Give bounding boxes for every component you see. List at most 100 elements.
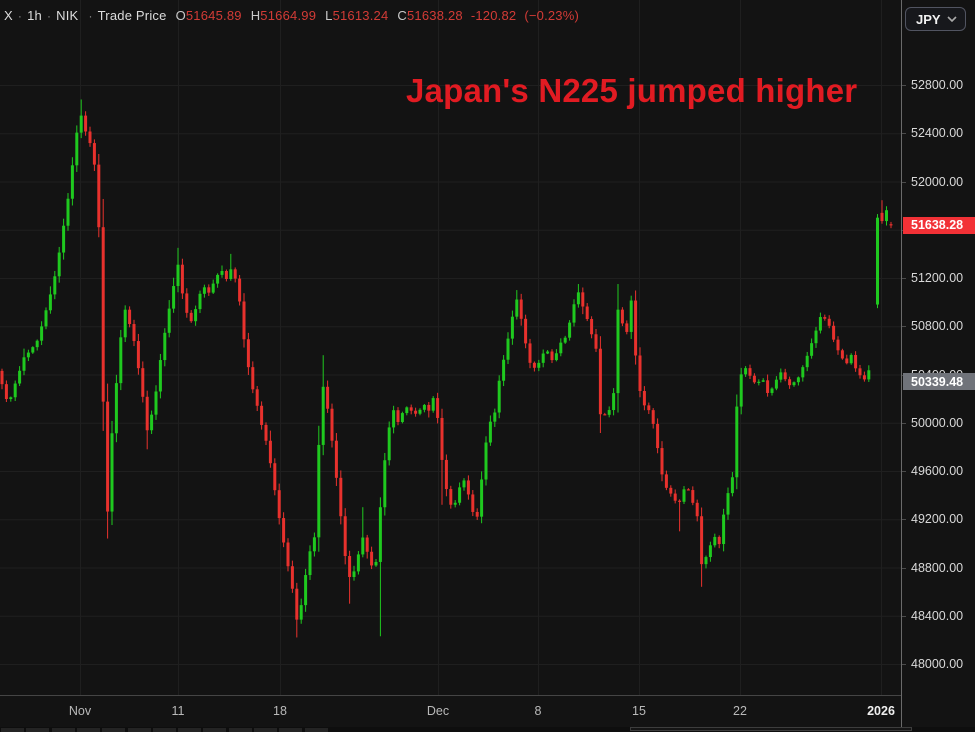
candle-body [370,551,374,566]
candle-body [532,362,536,368]
price-tick-label: 50800.00 [911,319,964,334]
candle-body [796,377,800,383]
candle-body [44,310,48,327]
candle-body [880,212,884,222]
candle-body [246,339,250,368]
candle-body [185,293,189,313]
secondary-price-value: 50339.48 [911,374,964,389]
last-price-value: 51638.28 [911,218,964,233]
strip-segment [254,728,277,732]
chevron-down-icon [947,16,957,22]
candle-body [84,115,88,132]
candle-body [550,351,554,361]
candle-body [704,557,708,565]
candle-body [607,410,611,415]
candle-body [854,354,858,369]
price-tick [902,519,906,521]
strip-segment [26,728,50,732]
candle-body [823,317,827,319]
time-axis[interactable]: Nov 11 18 Dec 8 15 22 2026 [0,695,975,728]
candle-body [629,300,633,332]
time-tick-label: 2026 [867,704,895,718]
candle-body [180,264,184,294]
price-tick-label: 48400.00 [911,608,964,623]
candle-body [502,359,506,381]
candle-body [123,309,127,338]
strip-segment [76,728,100,732]
currency-label: JPY [916,11,941,27]
strip-segment [178,728,202,732]
candle-body [849,354,853,364]
candle-body [885,210,888,222]
candle-body [330,408,334,441]
candle-body [779,372,783,380]
candle-body [686,489,690,491]
candle-body [57,252,61,277]
price-axis[interactable]: 52800.0052400.0052000.0051600.0051200.00… [901,0,975,732]
open-letter: O [175,8,186,23]
candle-body [343,516,347,557]
candle-body [682,489,686,502]
candle-body [730,477,734,494]
candle-body [889,224,893,226]
candle-wick [687,488,689,491]
low-letter: L [325,8,333,23]
candle-body [695,502,699,517]
candle-body [664,474,668,488]
price-tick-label: 50000.00 [911,415,964,430]
candle-body [326,386,330,409]
strip-segment [152,728,176,732]
candle-body [418,409,422,414]
legend-separator: · [17,9,23,23]
candle-body [722,514,726,545]
candle-body [493,412,497,422]
candle-body [106,401,110,512]
low-value: 51613.24 [332,8,389,23]
candle-body [158,360,162,392]
candle-body [88,131,92,144]
candle-body [255,389,259,406]
candle-body [840,350,844,359]
chart-legend[interactable]: X · 1h · NIK · Trade Price O51645.89 H51664.99 L5… [4,8,579,23]
legend-separator: · [46,9,52,23]
time-tick-label: Nov [68,704,92,718]
candlestick-chart-canvas[interactable] [0,0,901,695]
price-tick-label: 49600.00 [911,464,964,478]
scrollbar-thumb[interactable] [630,727,912,731]
candle-body [422,404,426,410]
candle-body [832,325,836,340]
candle-body [458,487,462,503]
candle-body [612,393,616,411]
candle-body [541,353,545,363]
candle-body [207,287,211,293]
candle-body [436,398,440,418]
candle-body [277,490,281,519]
candle-body [361,537,365,555]
candle-body [13,383,17,398]
candle-body [585,306,589,320]
price-tick [902,133,906,135]
candle-body [387,427,391,461]
candle-body [867,370,871,380]
candle-body [660,448,664,475]
time-tick-label: 11 [171,704,185,718]
candle-body [488,421,492,443]
candle-body [119,337,123,384]
candle-body [220,270,224,275]
horizontal-scrollbar[interactable] [0,727,975,732]
candle-body [717,536,721,545]
candle-body [590,319,594,335]
candle-body [748,368,752,376]
candle-body [757,381,761,383]
candle-body [620,309,624,324]
price-tick-label: 48800.00 [911,560,964,575]
candle-body [97,164,101,228]
candle-wick [679,499,681,532]
candle-body [66,198,70,226]
last-price-badge: 51638.28 [903,216,975,234]
candle-body [128,309,132,325]
candle-body [396,410,400,423]
currency-selector-button[interactable]: JPY [905,7,966,31]
candle-body [224,270,228,280]
candle-body [132,324,136,342]
